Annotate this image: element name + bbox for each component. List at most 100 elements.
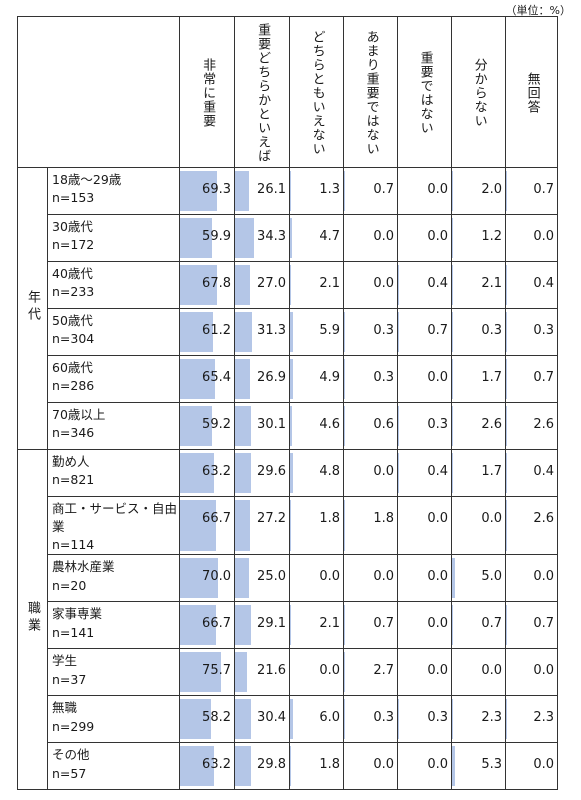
value-bar — [235, 605, 251, 646]
table-row: 農林水産業 n=20 70.0 25.0 0.0 0.0 0.0 5.0 0.0 — [18, 554, 558, 603]
value-cell: 0.0 — [397, 495, 452, 556]
value-label: 2.6 — [533, 417, 554, 432]
value-cell: 1.7 — [451, 355, 506, 403]
row-label: 学生 n=37 — [47, 648, 180, 697]
row-n: n=114 — [52, 537, 95, 553]
value-label: 0.0 — [533, 663, 554, 679]
value-bar — [452, 406, 454, 446]
col-header: 重要どちらかといえば — [234, 16, 290, 168]
value-label: 0.3 — [427, 710, 448, 726]
row-name: 勤め人 — [52, 454, 90, 469]
value-cell: 66.7 — [179, 601, 235, 650]
value-label: 0.6 — [373, 417, 394, 432]
value-label: 67.8 — [202, 276, 231, 291]
value-label: 0.7 — [533, 370, 554, 385]
value-cell: 5.0 — [451, 554, 506, 603]
value-label: 0.0 — [481, 663, 502, 679]
value-bar — [235, 746, 252, 787]
row-name: 農林水産業 — [52, 559, 115, 575]
value-cell: 21.6 — [234, 648, 290, 697]
table-row: 家事専業 n=141 66.7 29.1 2.1 0.7 0.0 0.7 0.7 — [18, 601, 558, 650]
value-bar — [506, 406, 508, 446]
value-cell: 2.0 — [451, 167, 506, 215]
value-cell: 2.6 — [505, 402, 558, 450]
value-cell: 27.2 — [234, 495, 290, 556]
value-bar — [180, 265, 217, 305]
value-cell: 0.0 — [343, 261, 398, 309]
value-label: 0.4 — [533, 464, 554, 479]
table-row: 70歳以上 n=346 59.2 30.1 4.6 0.6 0.3 2.6 2.6 — [18, 402, 558, 450]
value-bar — [344, 500, 345, 552]
value-cell: 0.3 — [343, 355, 398, 403]
value-cell: 69.3 — [179, 167, 235, 215]
value-cell: 2.1 — [451, 261, 506, 309]
value-cell: 26.9 — [234, 355, 290, 403]
value-bar — [452, 265, 454, 305]
value-cell: 25.0 — [234, 554, 290, 603]
value-label: 0.7 — [373, 182, 394, 197]
row-name: 18歳～29歳 — [52, 172, 122, 187]
value-bar — [290, 265, 292, 305]
row-name: その他 — [52, 747, 90, 763]
value-cell: 0.0 — [451, 648, 506, 697]
value-bar — [290, 746, 291, 787]
value-label: 0.0 — [373, 229, 394, 244]
value-cell: 4.6 — [289, 402, 344, 450]
row-n: n=153 — [52, 190, 95, 206]
value-cell: 0.0 — [343, 554, 398, 603]
value-cell: 2.6 — [505, 495, 558, 556]
corner-cell — [17, 16, 180, 168]
table-row: 職業 勤め人 n=821 63.2 29.6 4.8 0.0 0.4 1.7 0.4 — [17, 448, 558, 791]
value-label: 0.0 — [533, 569, 554, 585]
value-label: 29.8 — [257, 757, 286, 773]
value-cell: 0.7 — [397, 308, 452, 356]
value-label: 31.3 — [257, 323, 286, 338]
value-label: 29.6 — [257, 464, 286, 479]
value-cell: 0.3 — [505, 308, 558, 356]
value-label: 1.7 — [481, 464, 502, 479]
table-row: 無職 n=299 58.2 30.4 6.0 0.3 0.3 2.3 2.3 — [18, 695, 558, 744]
row-n: n=57 — [52, 765, 87, 781]
value-cell: 1.8 — [289, 742, 344, 791]
value-cell: 0.0 — [397, 214, 452, 262]
value-label: 2.7 — [373, 663, 394, 679]
col-header: どちらともいえない — [289, 16, 344, 168]
row-name: 商工・サービス・自由業 — [52, 501, 178, 535]
value-bar — [290, 605, 292, 646]
value-cell: 2.1 — [289, 601, 344, 650]
row-name: 家事専業 — [52, 606, 103, 622]
value-cell: 0.4 — [397, 449, 452, 497]
value-bar — [452, 558, 455, 599]
value-label: 6.0 — [319, 710, 340, 726]
value-cell: 0.4 — [505, 449, 558, 497]
value-label: 63.2 — [202, 757, 231, 773]
value-label: 0.3 — [481, 323, 502, 338]
value-cell: 0.0 — [397, 167, 452, 215]
row-name: 無職 — [52, 700, 78, 716]
value-label: 0.0 — [373, 757, 394, 773]
value-label: 5.3 — [481, 757, 502, 773]
value-label: 25.0 — [257, 569, 286, 585]
value-bar — [290, 406, 293, 446]
value-bar — [180, 605, 217, 646]
value-label: 0.4 — [427, 276, 448, 291]
value-label: 2.0 — [481, 182, 502, 197]
value-label: 75.7 — [202, 663, 231, 679]
row-n: n=141 — [52, 624, 95, 640]
value-cell: 0.0 — [289, 648, 344, 697]
value-cell: 0.0 — [505, 214, 558, 262]
value-label: 27.2 — [257, 511, 286, 526]
row-label: 商工・サービス・自由業 n=114 — [47, 495, 180, 556]
value-label: 21.6 — [257, 663, 286, 679]
value-label: 0.0 — [319, 569, 340, 585]
value-label: 1.8 — [319, 511, 340, 526]
row-name: 70歳以上 — [52, 407, 106, 422]
row-n: n=37 — [52, 671, 87, 687]
header-row: 非常に重要 重要どちらかといえば どちらともいえない あまり重要ではない 重要で… — [17, 16, 558, 168]
row-n: n=821 — [52, 472, 95, 488]
row-label: 18歳～29歳 n=153 — [47, 167, 180, 215]
value-label: 0.0 — [427, 370, 448, 385]
value-cell: 0.7 — [505, 355, 558, 403]
row-label: 60歳代 n=286 — [47, 355, 180, 403]
value-label: 59.9 — [202, 229, 231, 244]
